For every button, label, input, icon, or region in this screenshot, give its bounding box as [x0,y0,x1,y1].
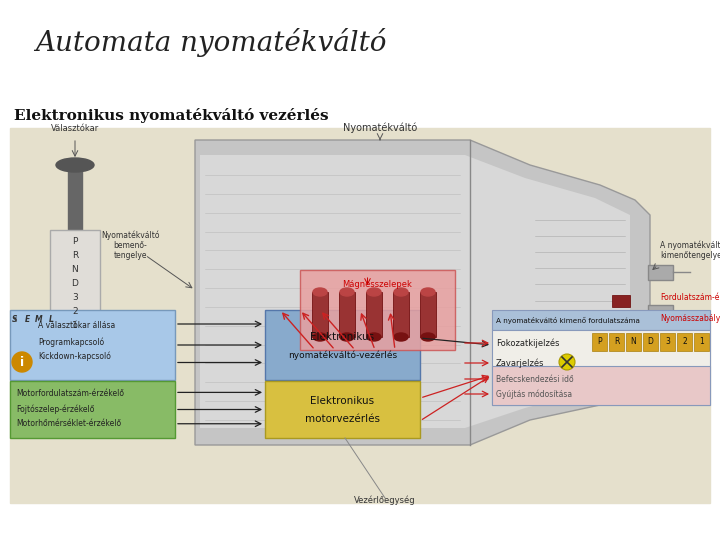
Text: L: L [48,315,53,325]
Ellipse shape [421,333,435,341]
Bar [648,265,673,280]
Bar [393,292,409,337]
Ellipse shape [56,158,94,172]
Bar [312,292,328,337]
Bar [492,366,710,405]
Bar [612,295,630,307]
Bar [492,330,710,405]
Text: Kickdown-kapcsoló: Kickdown-kapcsoló [38,351,111,361]
Bar [694,333,709,351]
Text: Nyomásszabályozó: Nyomásszabályozó [660,313,720,323]
Text: Fordulatszám-érzékelő: Fordulatszám-érzékelő [660,294,720,302]
Bar [592,333,607,351]
Text: D: D [71,280,78,288]
Text: Motorfordulatszám-érzékelő: Motorfordulatszám-érzékelő [16,389,124,399]
Ellipse shape [367,333,381,341]
Text: Választókar: Választókar [51,124,99,133]
Bar [10,128,710,503]
Bar [10,310,175,380]
Bar [366,292,382,337]
Text: 3: 3 [665,338,670,347]
Text: Nyomatékváltó
bemenő-
tengelye: Nyomatékváltó bemenő- tengelye [101,230,159,260]
Text: Gyújtás módosítása: Gyújtás módosítása [496,389,572,399]
Circle shape [559,354,575,370]
Text: N: N [631,338,636,347]
Text: P: P [597,338,602,347]
Text: N: N [71,266,78,274]
Ellipse shape [421,288,435,296]
Text: Motorhőmérséklet-érzékelő: Motorhőmérséklet-érzékelő [16,420,121,429]
Text: Fojtószelep-érzékelő: Fojtószelep-érzékelő [16,404,94,414]
Ellipse shape [313,333,327,341]
Text: Programkapcsoló: Programkapcsoló [38,338,104,347]
Text: R: R [614,338,619,347]
Ellipse shape [340,288,354,296]
Text: R: R [72,252,78,260]
Bar [300,270,455,350]
Text: 1: 1 [699,338,704,347]
Circle shape [12,352,32,372]
Text: Elektronikus nyomatékváltó vezérlés: Elektronikus nyomatékváltó vezérlés [14,108,328,123]
Text: Mágnesszelepek: Mágnesszelepek [343,280,413,289]
Text: D: D [647,338,654,347]
Bar [643,333,658,351]
Text: P: P [72,238,78,246]
Text: i: i [20,355,24,368]
Bar [68,165,82,255]
Bar [265,381,420,438]
Polygon shape [195,140,650,445]
Bar [10,381,175,438]
Text: 2: 2 [72,307,78,316]
Text: E: E [24,315,30,325]
Text: Befecskendezési idő: Befecskendezési idő [496,375,574,383]
Ellipse shape [340,333,354,341]
Text: 2: 2 [682,338,687,347]
Text: Elektronikus: Elektronikus [310,396,374,407]
Text: 1: 1 [72,321,78,330]
Text: motorvezérlés: motorvezérlés [305,415,380,424]
Polygon shape [200,155,630,428]
Ellipse shape [394,288,408,296]
Text: S: S [12,315,18,325]
Text: S: S [13,317,17,323]
Text: Automata nyomatékváltó: Automata nyomatékváltó [35,28,387,57]
Text: nyomatékváltó-vezérlés: nyomatékváltó-vezérlés [288,350,397,360]
Bar [492,310,710,330]
Text: Zavarjelzés: Zavarjelzés [496,358,544,368]
Bar [626,333,641,351]
Text: M: M [35,315,42,325]
Bar [420,292,436,337]
Bar [50,230,100,345]
Text: Vezérlőegység: Vezérlőegység [354,495,416,505]
Text: A választókar állása: A választókar állása [38,321,115,330]
Ellipse shape [313,288,327,296]
Bar [648,305,673,320]
Text: A nyomatékváltó
kimenőtengelye: A nyomatékváltó kimenőtengelye [660,240,720,260]
Text: 3: 3 [72,294,78,302]
Bar [265,310,420,380]
Text: A nyomatékváltó kimenő fordulatszáma: A nyomatékváltó kimenő fordulatszáma [496,316,640,323]
Bar [660,333,675,351]
Text: Fokozatkijelzés: Fokozatkijelzés [496,338,559,348]
Bar [677,333,692,351]
Ellipse shape [367,288,381,296]
Ellipse shape [394,333,408,341]
Bar [339,292,355,337]
Text: Nyomatékváltó: Nyomatékváltó [343,123,417,133]
Bar [609,333,624,351]
Text: Elektronikus: Elektronikus [310,332,374,342]
